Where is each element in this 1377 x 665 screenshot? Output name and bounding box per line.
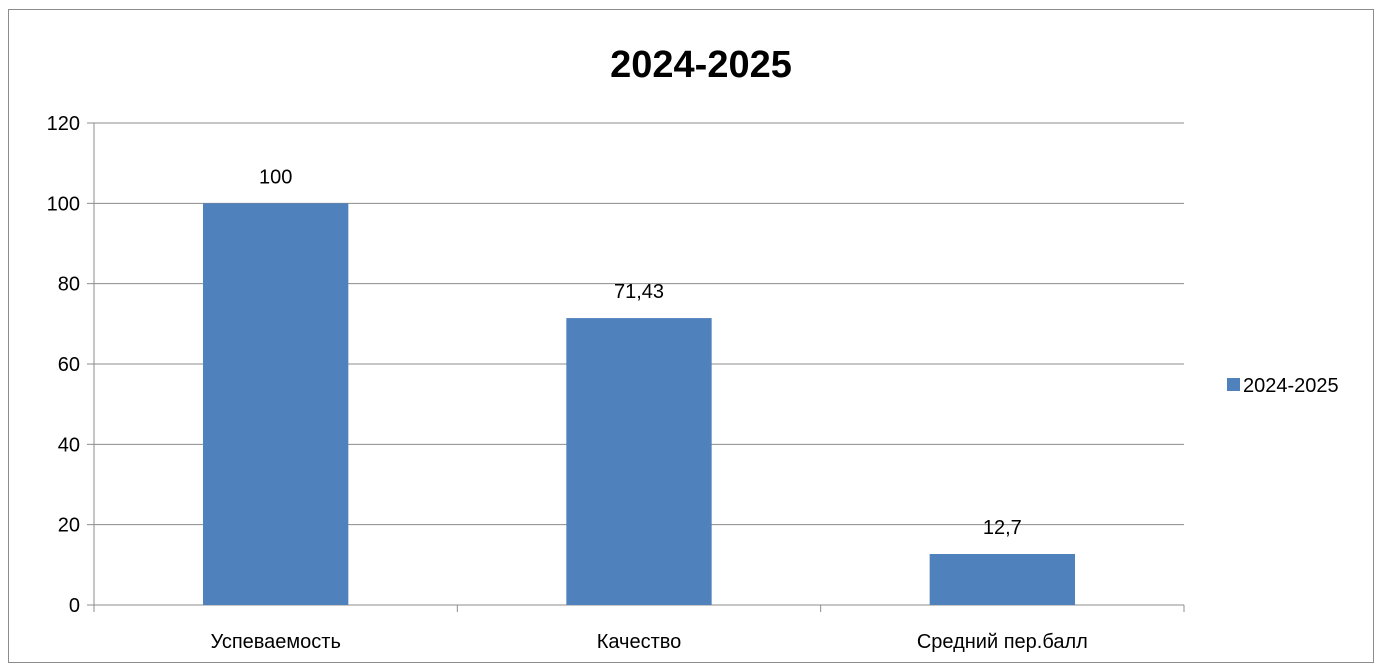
- bar-3: [929, 553, 1075, 605]
- y-tick-label: 80: [58, 274, 80, 296]
- bar-chart: 2024-2025 0 20 40 60 80 100 120 Успеваемость Кач…: [47, 44, 1339, 653]
- bars: [203, 203, 1075, 606]
- data-label: 100: [259, 166, 292, 188]
- legend: 2024-2025: [1227, 375, 1339, 397]
- bar-2: [566, 318, 712, 605]
- x-category-label: Успеваемость: [210, 631, 340, 653]
- bar-1: [203, 203, 349, 606]
- data-label: 71,43: [614, 281, 664, 303]
- data-labels: 100 71,43 12,7: [259, 166, 1022, 539]
- y-tick-label: 120: [47, 113, 80, 135]
- legend-label: 2024-2025: [1243, 375, 1339, 397]
- y-tick-label: 60: [58, 354, 80, 376]
- y-tick-label: 0: [69, 595, 80, 617]
- chart-frame: 2024-2025 0 20 40 60 80 100 120 Успеваемость Кач…: [8, 9, 1374, 663]
- legend-swatch-2024-2025: [1227, 378, 1240, 391]
- y-tick-label: 20: [58, 515, 80, 537]
- y-tick-label: 40: [58, 434, 80, 456]
- y-tick-label: 100: [47, 193, 80, 215]
- data-label: 12,7: [983, 517, 1022, 539]
- chart-title: 2024-2025: [610, 44, 792, 86]
- x-category-label: Средний пер.балл: [917, 631, 1088, 653]
- x-category-label: Качество: [597, 631, 682, 653]
